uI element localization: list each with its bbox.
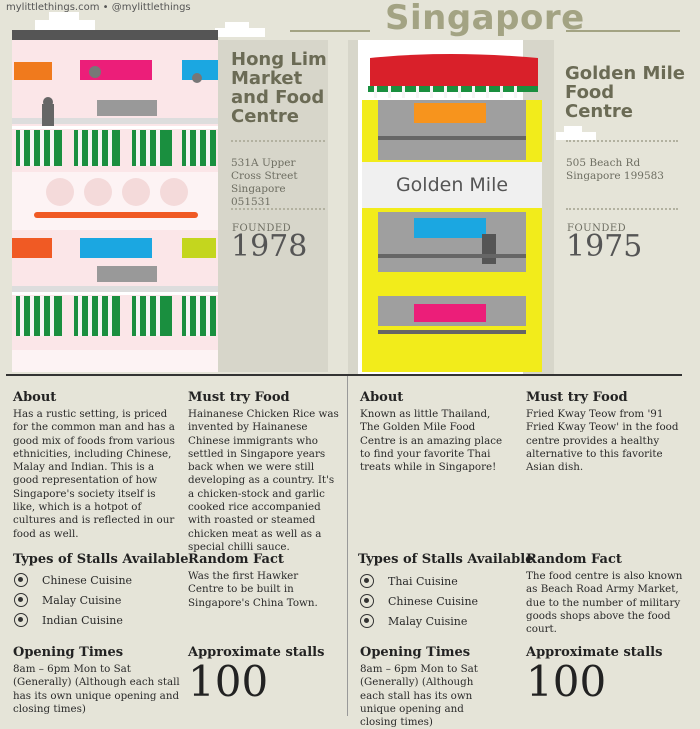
right-stall-list: Thai Cuisine Chinese Cuisine Malay Cuisi…	[360, 571, 478, 631]
list-item: Malay Cuisine	[360, 611, 478, 631]
right-opening-text: 8am – 6pm Mon to Sat (Generally) (Althou…	[360, 663, 478, 729]
golden-mile-founded-year: 1975	[566, 229, 643, 264]
left-about-text: Has a rustic setting, is priced for the …	[13, 408, 175, 540]
left-fact-title: Random Fact	[188, 552, 284, 567]
golden-mile-building-illustration	[348, 40, 554, 374]
hong-lim-name: Hong Lim Market and Food Centre	[231, 49, 327, 127]
right-must-title: Must try Food	[526, 390, 628, 405]
list-item: Chinese Cuisine	[14, 570, 132, 590]
hong-lim-address: 531A Upper Cross Street Singapore 051531	[231, 157, 298, 208]
left-about-title: About	[13, 390, 57, 405]
bowl-icon	[360, 594, 374, 608]
title-rule-left	[290, 30, 370, 32]
dotted-divider	[566, 140, 678, 142]
golden-mile-address: 505 Beach Rd Singapore 199583	[566, 157, 664, 182]
pot-icon	[14, 593, 28, 607]
cloud-icon	[556, 126, 596, 140]
cloud-icon	[35, 12, 95, 30]
founded-label: FOUNDED	[567, 223, 627, 234]
left-stall-list: Chinese Cuisine Malay Cuisine Indian Cui…	[14, 570, 132, 630]
hong-lim-founded-year: 1978	[231, 229, 308, 264]
left-must-title: Must try Food	[188, 390, 290, 405]
credit-line: mylittlethings.com • @mylittlethings	[6, 2, 191, 13]
utensils-icon	[14, 613, 28, 627]
column-divider	[347, 376, 348, 716]
dotted-divider	[566, 208, 678, 210]
dotted-divider	[231, 208, 325, 210]
right-must-text: Fried Kway Teow from '91 Fried Kway Teow…	[526, 408, 679, 474]
right-types-title: Types of Stalls Available	[358, 552, 534, 567]
list-item: Chinese Cuisine	[360, 591, 478, 611]
hong-lim-building-illustration	[12, 30, 218, 372]
right-about-text: Known as little Thailand, The Golden Mil…	[360, 408, 503, 474]
list-item: Indian Cuisine	[14, 610, 132, 630]
bowl-icon	[14, 573, 28, 587]
dotted-divider	[231, 140, 325, 142]
right-fact-text: The food centre is also known as Beach R…	[526, 570, 683, 636]
left-types-title: Types of Stalls Available	[13, 552, 189, 567]
golden-mile-sign: Golden Mile	[395, 174, 509, 196]
right-fact-title: Random Fact	[526, 552, 622, 567]
left-approx-title: Approximate stalls	[188, 645, 325, 660]
left-must-text: Hainanese Chicken Rice was invented by H…	[188, 408, 339, 553]
right-approx-title: Approximate stalls	[526, 645, 663, 660]
left-fact-text: Was the first Hawker Centre to be built …	[188, 570, 318, 609]
pot-icon	[360, 614, 374, 628]
list-item: Malay Cuisine	[14, 590, 132, 610]
page-title: Singapore	[385, 0, 585, 38]
cloud-icon	[215, 22, 265, 37]
golden-mile-name: Golden Mile Food Centre	[565, 63, 685, 122]
utensils-icon	[360, 574, 374, 588]
right-approx-value: 100	[526, 657, 607, 706]
left-opening-text: 8am – 6pm Mon to Sat (Generally) (Althou…	[13, 663, 180, 715]
section-divider	[6, 374, 682, 376]
right-about-title: About	[360, 390, 404, 405]
founded-label: FOUNDED	[232, 223, 292, 234]
left-opening-title: Opening Times	[13, 645, 124, 660]
left-approx-value: 100	[188, 657, 269, 706]
right-opening-title: Opening Times	[360, 645, 471, 660]
shadow-panel	[218, 40, 328, 372]
list-item: Thai Cuisine	[360, 571, 478, 591]
title-rule-right	[566, 30, 680, 32]
